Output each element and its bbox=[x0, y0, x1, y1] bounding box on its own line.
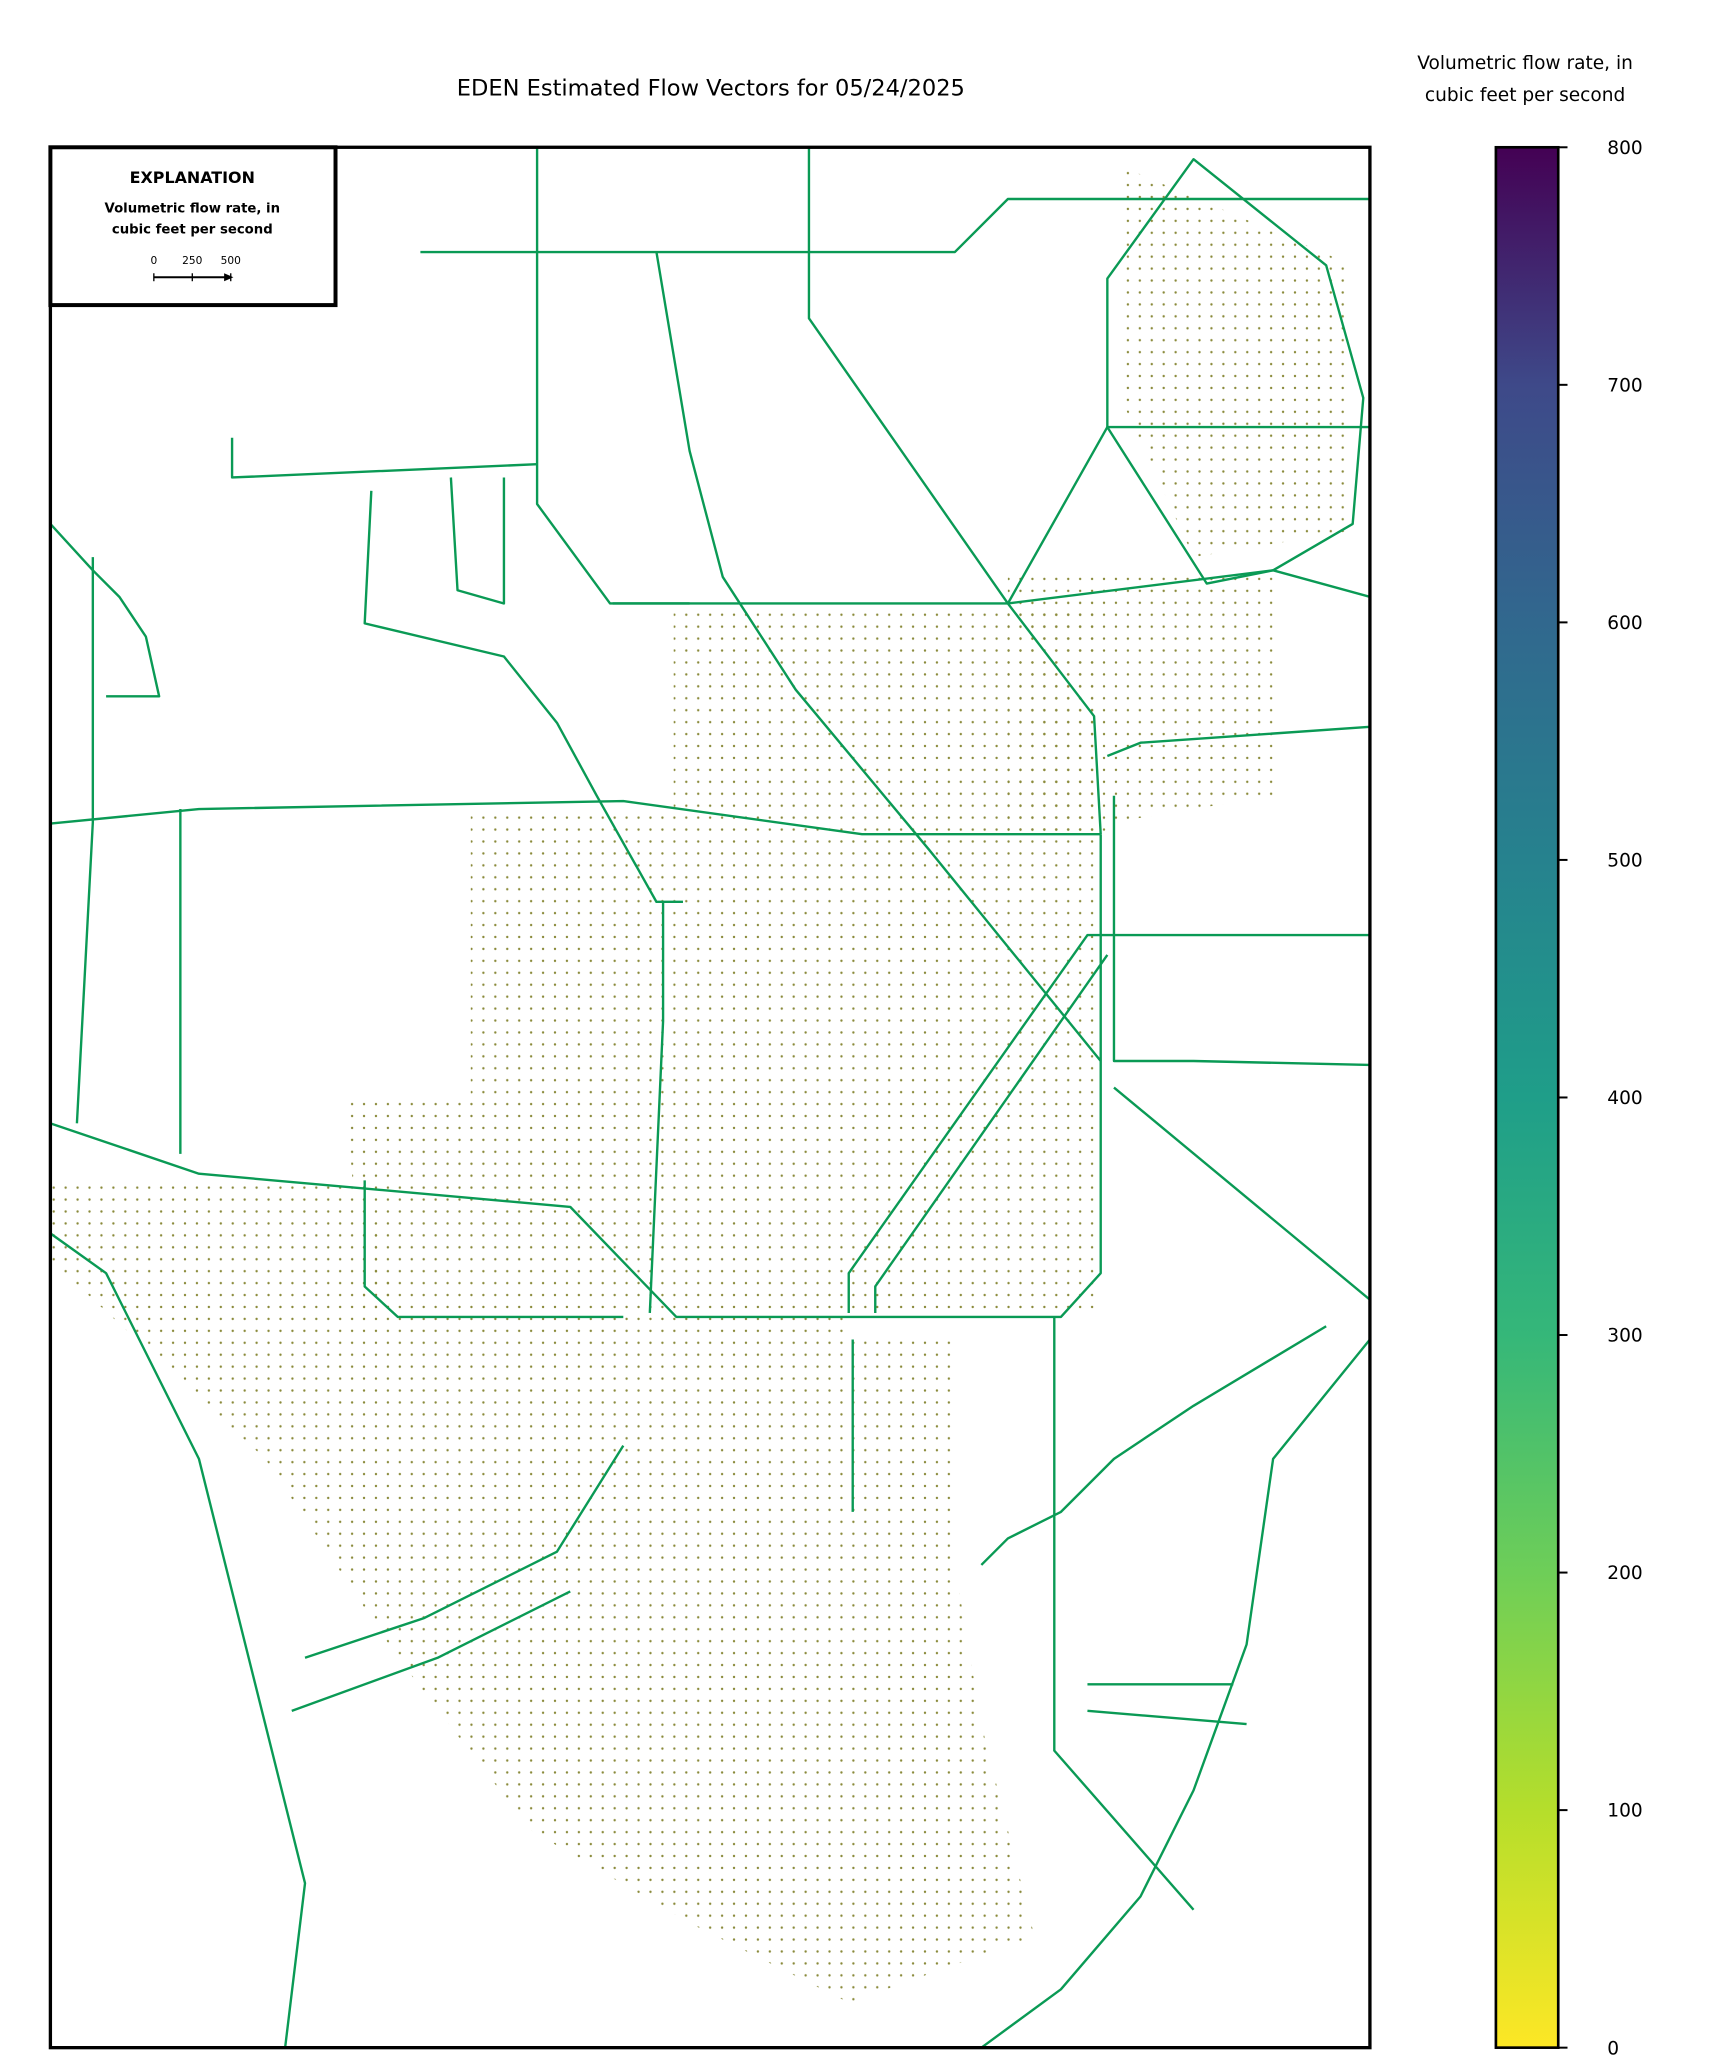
colorbar: Volumetric flow rate, in cubic feet per … bbox=[1417, 53, 1642, 2059]
scale-tick-label: 500 bbox=[221, 255, 241, 267]
explanation-box: EXPLANATION Volumetric flow rate, in cub… bbox=[48, 145, 338, 308]
colorbar-ramp bbox=[1494, 145, 1560, 2049]
scale-tick-label: 250 bbox=[182, 255, 202, 267]
scale-tick-label: 0 bbox=[150, 255, 157, 267]
explanation-label: cubic feet per second bbox=[112, 222, 273, 237]
colorbar-tick-label: 0 bbox=[1607, 2038, 1619, 2059]
colorbar-tick-label: 800 bbox=[1607, 138, 1642, 159]
explanation-title: EXPLANATION bbox=[130, 168, 255, 187]
canals bbox=[50, 147, 1370, 2048]
grid-cells bbox=[50, 1180, 1035, 2003]
colorbar-label: Volumetric flow rate, in bbox=[1417, 53, 1633, 74]
colorbar-label: cubic feet per second bbox=[1425, 85, 1625, 106]
colorbar-tick-label: 400 bbox=[1607, 1088, 1642, 1109]
grid-cells bbox=[1007, 576, 1274, 835]
colorbar-tick-label: 300 bbox=[1607, 1326, 1642, 1347]
colorbar-tick-label: 700 bbox=[1607, 375, 1642, 396]
colorbar-tick-label: 500 bbox=[1607, 851, 1642, 872]
colorbar-tick-label: 600 bbox=[1607, 613, 1642, 634]
grid-cells bbox=[1120, 165, 1353, 558]
scale-bar: 0 250 500 bbox=[150, 255, 241, 282]
explanation-label: Volumetric flow rate, in bbox=[105, 201, 280, 216]
colorbar-tick-label: 200 bbox=[1607, 1563, 1642, 1584]
grid-cells bbox=[344, 815, 674, 1313]
map-title: EDEN Estimated Flow Vectors for 05/24/20… bbox=[457, 76, 965, 102]
map-frame bbox=[48, 145, 1372, 2050]
colorbar-tick-label: 100 bbox=[1607, 1801, 1642, 1822]
scale-arrowhead bbox=[224, 273, 234, 282]
map-area bbox=[50, 147, 1370, 2048]
